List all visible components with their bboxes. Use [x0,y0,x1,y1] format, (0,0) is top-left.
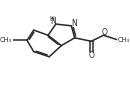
Text: O: O [89,51,95,60]
Text: H: H [49,16,54,22]
Text: N: N [51,17,57,26]
Text: O: O [102,28,108,37]
Text: N: N [72,19,77,28]
Text: CH₃: CH₃ [0,37,12,43]
Text: CH₃: CH₃ [117,37,129,43]
